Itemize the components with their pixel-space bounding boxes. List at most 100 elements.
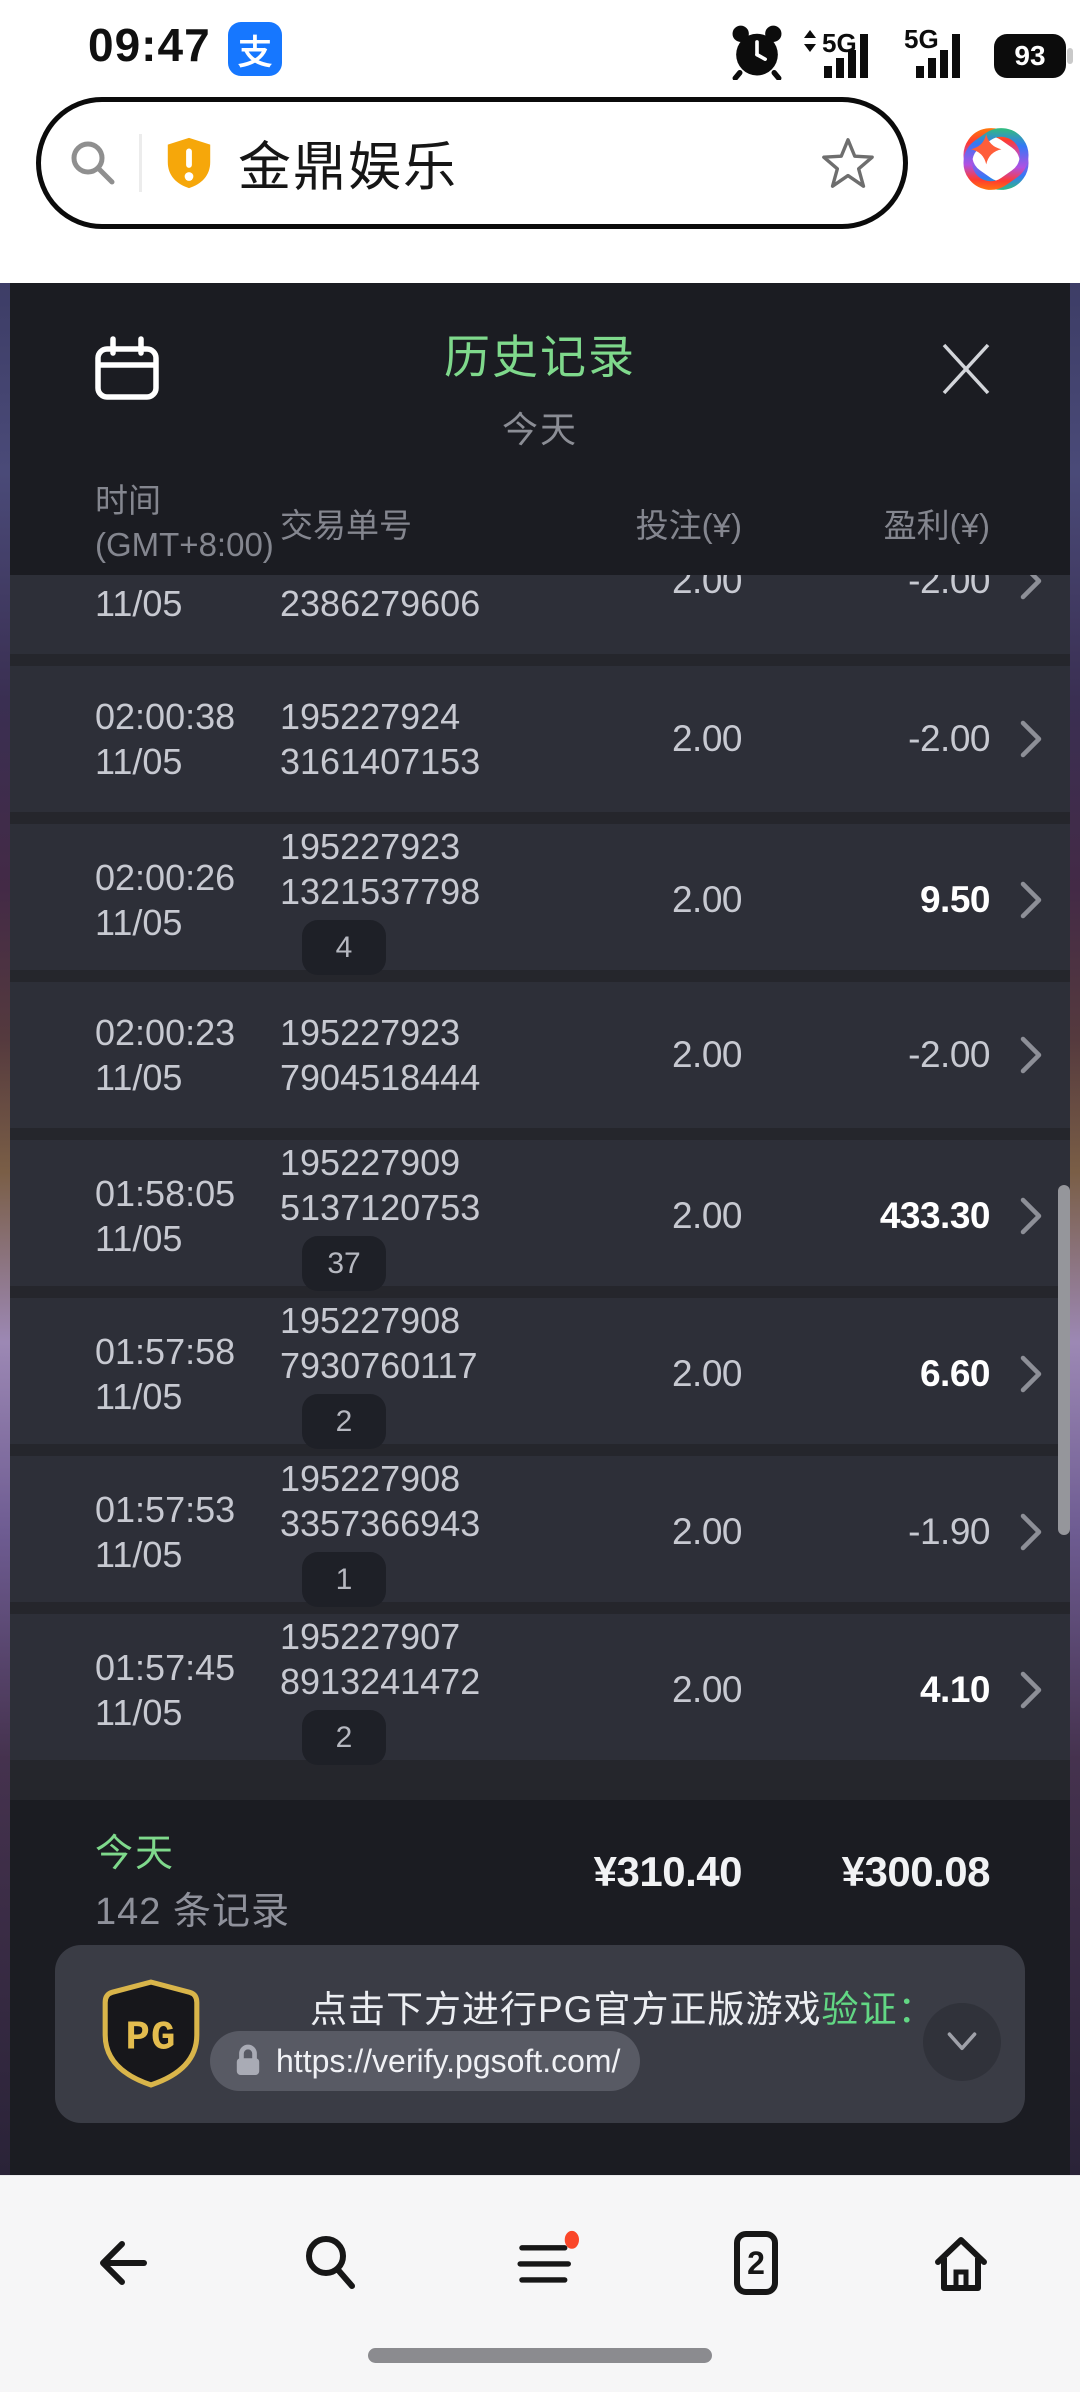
summary-record-count: 142 条记录	[95, 1891, 290, 1933]
verify-link[interactable]: 验证：	[821, 1989, 936, 2030]
banner-collapse-button[interactable]	[923, 2003, 1001, 2081]
table-row[interactable]: 02:00:26 11/05 195227923 1321537798 4 2.…	[10, 824, 1070, 975]
bookmark-star-icon[interactable]	[819, 134, 877, 192]
home-button[interactable]	[928, 2230, 994, 2296]
site-warning-shield-icon	[167, 137, 211, 189]
chevron-right-icon	[1020, 1513, 1042, 1550]
browser-bottom-toolbar: 2	[0, 2175, 1080, 2392]
round-count-badge: 2	[302, 1394, 386, 1449]
row-order-number: 195227909 5137120753 37	[280, 1140, 560, 1291]
row-bet-amount: 2.00	[671, 718, 743, 759]
table-header: 时间 (GMT+8:00) 交易单号 投注(¥) 盈利(¥)	[10, 470, 1070, 575]
row-bet-amount: 2.00	[671, 1034, 743, 1075]
round-count-badge: 37	[302, 1236, 386, 1291]
table-row[interactable]: 01:57:45 11/05 195227907 8913241472 2 2.…	[10, 1614, 1070, 1765]
row-order-number: 195227908 7930760117 2	[280, 1298, 560, 1449]
row-order-number: 195227923 7904518444	[280, 1012, 481, 1098]
table-row[interactable]: 01:57:53 11/05 195227908 3357366943 1 2.…	[10, 1456, 1070, 1607]
column-header-profit: 盈利(¥)	[883, 506, 990, 544]
history-rows: 02:00:43 11/05 195227924 2386279606 2.00…	[10, 575, 1070, 1765]
column-header-time: 时间 (GMT+8:00)	[95, 481, 274, 563]
tabs-button[interactable]: 2	[723, 2230, 789, 2296]
lock-icon	[236, 2044, 260, 2075]
chevron-right-icon	[1020, 1197, 1042, 1234]
chevron-right-icon	[1020, 1036, 1042, 1074]
browser-extension-icon[interactable]	[958, 121, 1034, 197]
chevron-down-icon	[947, 2032, 977, 2051]
row-profit-amount: -2.00	[908, 1034, 990, 1075]
table-row[interactable]: 01:57:58 11/05 195227908 7930760117 2 2.…	[10, 1298, 1070, 1449]
row-profit-amount: -2.00	[908, 575, 990, 601]
row-order-number: 195227923 1321537798 4	[280, 824, 560, 975]
column-header-bet: 投注(¥)	[635, 506, 742, 544]
status-time: 09:47	[88, 19, 211, 71]
signal-5g-icon: 5G	[804, 28, 868, 78]
summary-period: 今天	[95, 1833, 176, 1875]
pg-verify-banner[interactable]: PG 点击下方进行PG官方正版游戏验证： https://verify.pgso…	[55, 1945, 1025, 2123]
row-bet-amount: 2.00	[671, 1510, 743, 1552]
row-time: 01:58:05 11/05	[95, 1172, 236, 1259]
alarm-icon	[732, 25, 782, 80]
search-icon	[71, 141, 115, 185]
search-button[interactable]	[298, 2230, 364, 2296]
history-panel: 历史记录 今天 时间 (GMT+8:00) 交易单号 投注(¥) 盈利(¥) 0…	[10, 283, 1070, 2175]
row-bet-amount: 2.00	[671, 575, 743, 601]
row-time: 01:57:53 11/05	[95, 1488, 236, 1575]
row-profit-amount: 4.10	[919, 1668, 991, 1710]
round-count-badge: 2	[302, 1710, 386, 1765]
chevron-right-icon	[1020, 720, 1042, 758]
chevron-right-icon	[1020, 575, 1042, 600]
row-order-number: 195227907 8913241472 2	[280, 1614, 560, 1765]
pg-verify-message: 点击下方进行PG官方正版游戏验证：	[310, 1989, 936, 2030]
round-count-badge: 4	[302, 920, 386, 975]
svg-text:5G: 5G	[904, 24, 939, 54]
signal-5g-icon-2: 5G	[904, 24, 960, 78]
summary-total-bet: ¥310.40	[593, 1848, 743, 1895]
table-row[interactable]: 02:00:43 11/05 195227924 2386279606 2.00…	[10, 575, 1070, 654]
row-bet-amount: 2.00	[671, 1352, 743, 1394]
divider	[139, 134, 142, 192]
summary-section: 今天 142 条记录 ¥310.40 ¥300.08 PG 点击下方进行PG官方…	[10, 1800, 1070, 2175]
row-bet-amount: 2.00	[671, 1668, 743, 1710]
verify-url-text: https://verify.pgsoft.com/	[276, 2042, 621, 2079]
row-bet-amount: 2.00	[671, 1194, 743, 1236]
row-time: 02:00:43 11/05	[95, 575, 235, 624]
verify-url-pill[interactable]: https://verify.pgsoft.com/	[210, 2031, 640, 2091]
pg-logo-shield-icon: PG	[102, 1979, 200, 2088]
chevron-right-icon	[1020, 1671, 1042, 1708]
row-time: 01:57:45 11/05	[95, 1646, 236, 1733]
close-icon[interactable]	[936, 339, 996, 399]
row-time: 02:00:23 11/05	[95, 1012, 236, 1098]
table-row[interactable]: 02:00:23 11/05 195227923 7904518444 2.00…	[10, 982, 1070, 1128]
table-row[interactable]: 02:00:38 11/05 195227924 3161407153 2.00…	[10, 666, 1070, 812]
row-profit-amount: -2.00	[908, 718, 990, 759]
chevron-right-icon	[1020, 881, 1042, 918]
panel-title: 历史记录	[444, 331, 636, 383]
table-row[interactable]: 01:58:05 11/05 195227909 5137120753 37 2…	[10, 1140, 1070, 1291]
menu-button[interactable]	[513, 2230, 579, 2296]
row-order-number: 195227908 3357366943 1	[280, 1456, 560, 1607]
row-profit-amount: 6.60	[919, 1352, 991, 1394]
page-title-text: 金鼎娱乐	[238, 138, 458, 197]
column-header-order: 交易单号	[280, 506, 412, 544]
summary-total-profit: ¥300.08	[841, 1848, 991, 1895]
home-indicator[interactable]	[368, 2348, 712, 2363]
row-time: 02:00:38 11/05	[95, 696, 236, 782]
calendar-icon[interactable]	[92, 335, 162, 403]
row-profit-amount: 433.30	[879, 1194, 991, 1236]
status-bar: 09:47 支 5G 5G 93	[0, 0, 1080, 95]
scrollbar-thumb[interactable]	[1058, 1185, 1070, 1535]
row-profit-amount: 9.50	[919, 878, 991, 920]
svg-text:2: 2	[747, 2245, 765, 2281]
alipay-icon: 支	[228, 22, 282, 76]
svg-text:PG: PG	[126, 2015, 177, 2061]
history-modal: 历史记录 今天 时间 (GMT+8:00) 交易单号 投注(¥) 盈利(¥) 0…	[0, 283, 1080, 2175]
chevron-right-icon	[1020, 1355, 1042, 1392]
back-button[interactable]	[88, 2230, 154, 2296]
row-order-number: 195227924 3161407153	[280, 696, 481, 782]
history-scroll-area[interactable]: 02:00:43 11/05 195227924 2386279606 2.00…	[10, 575, 1070, 1800]
row-bet-amount: 2.00	[671, 878, 743, 920]
row-order-number: 195227924 2386279606	[280, 575, 481, 624]
address-capsule[interactable]: 金鼎娱乐	[36, 97, 908, 229]
battery-indicator: 93	[994, 34, 1073, 78]
